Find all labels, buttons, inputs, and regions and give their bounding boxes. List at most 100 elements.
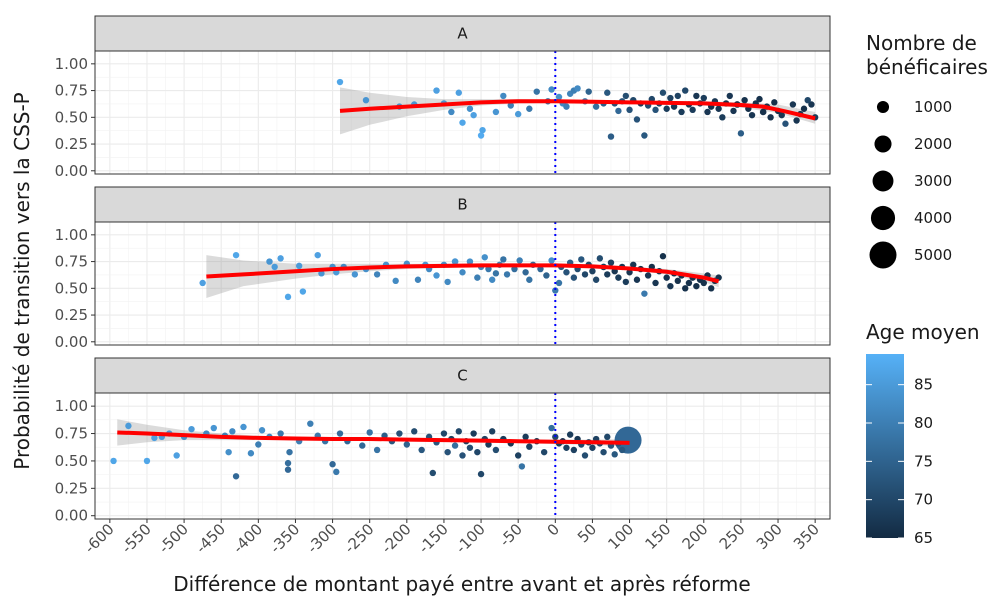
data-point bbox=[173, 452, 180, 459]
data-point bbox=[277, 255, 284, 262]
facet-strip-a bbox=[94, 15, 831, 52]
data-point bbox=[626, 106, 633, 114]
data-point bbox=[748, 111, 756, 119]
color-legend-label: 75 bbox=[914, 452, 933, 470]
facet-panel-b: B 0.00 0.25 0.50 0.75 1.00 bbox=[55, 186, 831, 351]
x-tick-label: -400 bbox=[229, 520, 266, 557]
x-tick-label: -550 bbox=[118, 520, 155, 557]
color-legend-label: 65 bbox=[914, 529, 933, 547]
data-point bbox=[488, 276, 496, 283]
data-point bbox=[110, 457, 117, 465]
smooth-line bbox=[117, 430, 630, 445]
x-axis-title: Différence de montant payé entre avant e… bbox=[173, 572, 750, 596]
data-point bbox=[455, 89, 462, 96]
data-point bbox=[284, 293, 292, 301]
data-point bbox=[741, 97, 748, 104]
data-point bbox=[756, 95, 763, 103]
data-point bbox=[518, 463, 526, 470]
data-point bbox=[477, 470, 485, 478]
facet-strip-label: B bbox=[457, 196, 467, 214]
facet-strip-label: A bbox=[457, 25, 468, 43]
data-point bbox=[652, 279, 659, 287]
y-tick-label: 0.50 bbox=[55, 279, 88, 297]
data-point bbox=[614, 426, 642, 454]
data-point bbox=[596, 255, 604, 262]
data-point bbox=[678, 108, 685, 116]
data-point bbox=[477, 132, 485, 139]
x-tick-label: -500 bbox=[155, 520, 192, 557]
data-point bbox=[793, 117, 800, 124]
data-point bbox=[600, 448, 607, 456]
data-point bbox=[362, 97, 370, 104]
x-tick-label: 350 bbox=[790, 520, 823, 553]
data-point bbox=[581, 271, 589, 278]
data-point bbox=[470, 111, 477, 119]
data-point bbox=[466, 258, 474, 265]
data-point bbox=[373, 446, 381, 454]
y-tick-label: 0.50 bbox=[55, 108, 88, 126]
data-point bbox=[522, 433, 529, 441]
data-point bbox=[726, 92, 733, 100]
data-point bbox=[618, 446, 626, 454]
data-point bbox=[682, 285, 689, 292]
data-point bbox=[555, 93, 563, 101]
data-point bbox=[633, 276, 641, 283]
data-point bbox=[299, 288, 307, 295]
data-point bbox=[474, 448, 481, 456]
data-point bbox=[543, 272, 550, 279]
y-tick-label: 1.00 bbox=[55, 397, 88, 415]
color-legend-label: 70 bbox=[914, 491, 933, 509]
data-point bbox=[492, 446, 500, 454]
data-point bbox=[540, 448, 548, 456]
data-point bbox=[663, 274, 670, 281]
data-point bbox=[782, 120, 789, 127]
data-point bbox=[604, 89, 611, 96]
confidence-band bbox=[340, 87, 816, 135]
smooth-line bbox=[206, 263, 720, 284]
y-tick-label: 0.25 bbox=[55, 479, 88, 497]
panel-border bbox=[94, 392, 831, 520]
data-point bbox=[210, 424, 217, 432]
panel-border bbox=[94, 50, 831, 175]
data-point bbox=[644, 272, 652, 279]
data-point bbox=[548, 86, 555, 93]
data-point bbox=[247, 450, 255, 457]
data-point bbox=[737, 130, 745, 137]
data-point bbox=[351, 271, 359, 278]
data-point bbox=[581, 452, 589, 459]
x-tick-label: -350 bbox=[266, 520, 303, 557]
data-point bbox=[492, 108, 500, 116]
data-point bbox=[414, 276, 422, 283]
data-point bbox=[574, 85, 581, 92]
data-point bbox=[479, 126, 486, 134]
data-point bbox=[633, 116, 641, 123]
y-tick-label: 0.50 bbox=[55, 452, 88, 470]
data-point bbox=[433, 87, 440, 94]
data-point bbox=[674, 277, 682, 285]
data-point bbox=[240, 423, 247, 431]
data-point bbox=[277, 430, 284, 437]
y-tick-label: 0.25 bbox=[55, 135, 88, 153]
x-tick-label: 250 bbox=[716, 520, 749, 553]
data-point bbox=[481, 254, 488, 261]
data-point bbox=[403, 441, 411, 448]
data-point bbox=[474, 274, 481, 281]
data-point bbox=[266, 258, 273, 265]
data-point bbox=[622, 92, 630, 100]
data-point bbox=[789, 101, 797, 108]
data-point bbox=[526, 443, 533, 450]
data-point bbox=[366, 429, 373, 436]
data-point bbox=[451, 258, 459, 265]
size-legend: Nombre de bénéficaires 1000 2000 3000 4000 5… bbox=[866, 31, 988, 269]
y-tick-label: 0.75 bbox=[55, 82, 88, 100]
data-point bbox=[514, 452, 522, 459]
panel-grid bbox=[95, 222, 830, 345]
data-point bbox=[604, 271, 611, 278]
data-point bbox=[459, 269, 466, 276]
x-tick-label: 150 bbox=[642, 520, 675, 553]
data-point bbox=[604, 433, 611, 441]
y-tick-label: 0.25 bbox=[55, 306, 88, 324]
data-point bbox=[682, 87, 689, 94]
data-point bbox=[485, 265, 492, 273]
